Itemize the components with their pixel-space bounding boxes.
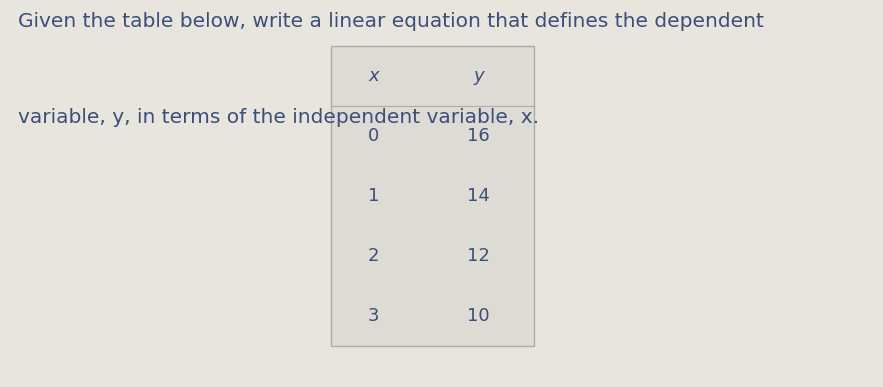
Text: 16: 16 xyxy=(467,127,490,146)
Text: 10: 10 xyxy=(467,307,490,325)
Text: 1: 1 xyxy=(368,187,380,205)
Text: x: x xyxy=(368,67,379,86)
Text: 12: 12 xyxy=(467,247,490,265)
Text: Given the table below, write a linear equation that defines the dependent: Given the table below, write a linear eq… xyxy=(18,12,764,31)
Text: y: y xyxy=(473,67,484,86)
Text: variable, y, in terms of the independent variable, x.: variable, y, in terms of the independent… xyxy=(18,108,539,127)
Text: 2: 2 xyxy=(368,247,380,265)
Text: 0: 0 xyxy=(368,127,380,146)
Text: 3: 3 xyxy=(368,307,380,325)
FancyBboxPatch shape xyxy=(331,46,534,346)
Text: 14: 14 xyxy=(467,187,490,205)
